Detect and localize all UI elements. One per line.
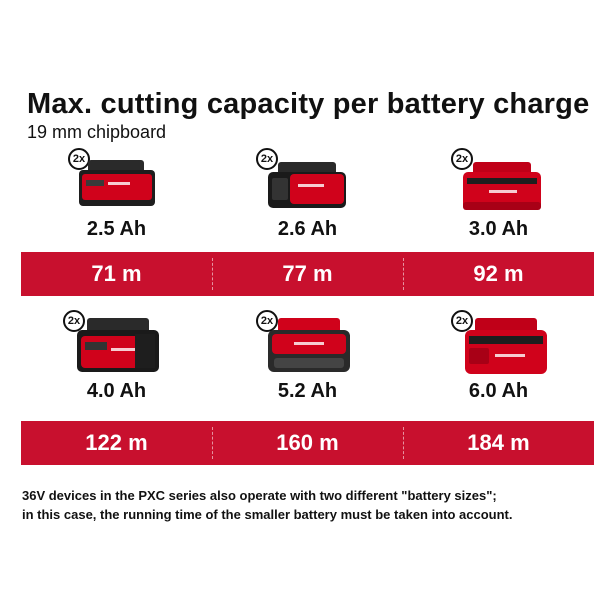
battery-item: 2x 5.2 Ah (212, 310, 403, 410)
distance-cell: 160 m (212, 421, 403, 465)
capacity-label: 4.0 Ah (86, 380, 147, 402)
page-subtitle: 19 mm chipboard (27, 122, 167, 142)
quantity-badge: 2x (451, 310, 473, 332)
capacity-label: 5.2 Ah (277, 380, 338, 402)
distance-value: 71 m (91, 261, 142, 286)
distance-value: 160 m (276, 430, 339, 455)
distance-band-2: 122 m 160 m 184 m (21, 421, 594, 465)
distance-band-1: 71 m 77 m 92 m (21, 252, 594, 296)
distance-value: 92 m (473, 261, 524, 286)
page-title: Max. cutting capacity per battery charge (27, 88, 590, 120)
footnote-line-1: 36V devices in the PXC series also opera… (22, 488, 497, 503)
distance-cell: 122 m (21, 421, 212, 465)
battery-item: 2x 4.0 Ah (21, 310, 212, 410)
battery-item: 2x 6.0 Ah (403, 310, 594, 410)
distance-value: 184 m (467, 430, 530, 455)
battery-row-2: 2x 4.0 Ah 2x 5.2 Ah 2x 6.0 (21, 310, 594, 410)
battery-item: 2x 3.0 Ah (403, 148, 594, 248)
battery-2.6ah-icon (268, 162, 346, 208)
capacity-label: 3.0 Ah (468, 218, 529, 240)
footnote: 36V devices in the PXC series also opera… (22, 486, 602, 524)
battery-2.5ah-icon (79, 160, 155, 206)
distance-cell: 71 m (21, 252, 212, 296)
distance-value: 122 m (85, 430, 148, 455)
distance-cell: 184 m (403, 421, 594, 465)
battery-item: 2x 2.6 Ah (212, 148, 403, 248)
quantity-badge: 2x (68, 148, 90, 170)
divider (403, 258, 404, 290)
battery-item: 2x 2.5 Ah (21, 148, 212, 248)
divider (212, 427, 213, 459)
capacity-label: 6.0 Ah (468, 380, 529, 402)
quantity-badge: 2x (451, 148, 473, 170)
distance-cell: 77 m (212, 252, 403, 296)
divider (403, 427, 404, 459)
battery-6.0ah-icon (465, 318, 547, 374)
battery-5.2ah-icon (268, 318, 350, 372)
distance-cell: 92 m (403, 252, 594, 296)
divider (212, 258, 213, 290)
battery-row-1: 2x 2.5 Ah 2x 2.6 Ah 2x 3.0 Ah (21, 148, 594, 248)
distance-value: 77 m (282, 261, 333, 286)
quantity-badge: 2x (256, 148, 278, 170)
battery-3.0ah-icon (463, 162, 541, 210)
battery-4.0ah-icon (77, 318, 159, 372)
footnote-line-2: in this case, the running time of the sm… (22, 507, 513, 522)
capacity-label: 2.5 Ah (86, 218, 147, 240)
quantity-badge: 2x (256, 310, 278, 332)
capacity-label: 2.6 Ah (277, 218, 338, 240)
quantity-badge: 2x (63, 310, 85, 332)
